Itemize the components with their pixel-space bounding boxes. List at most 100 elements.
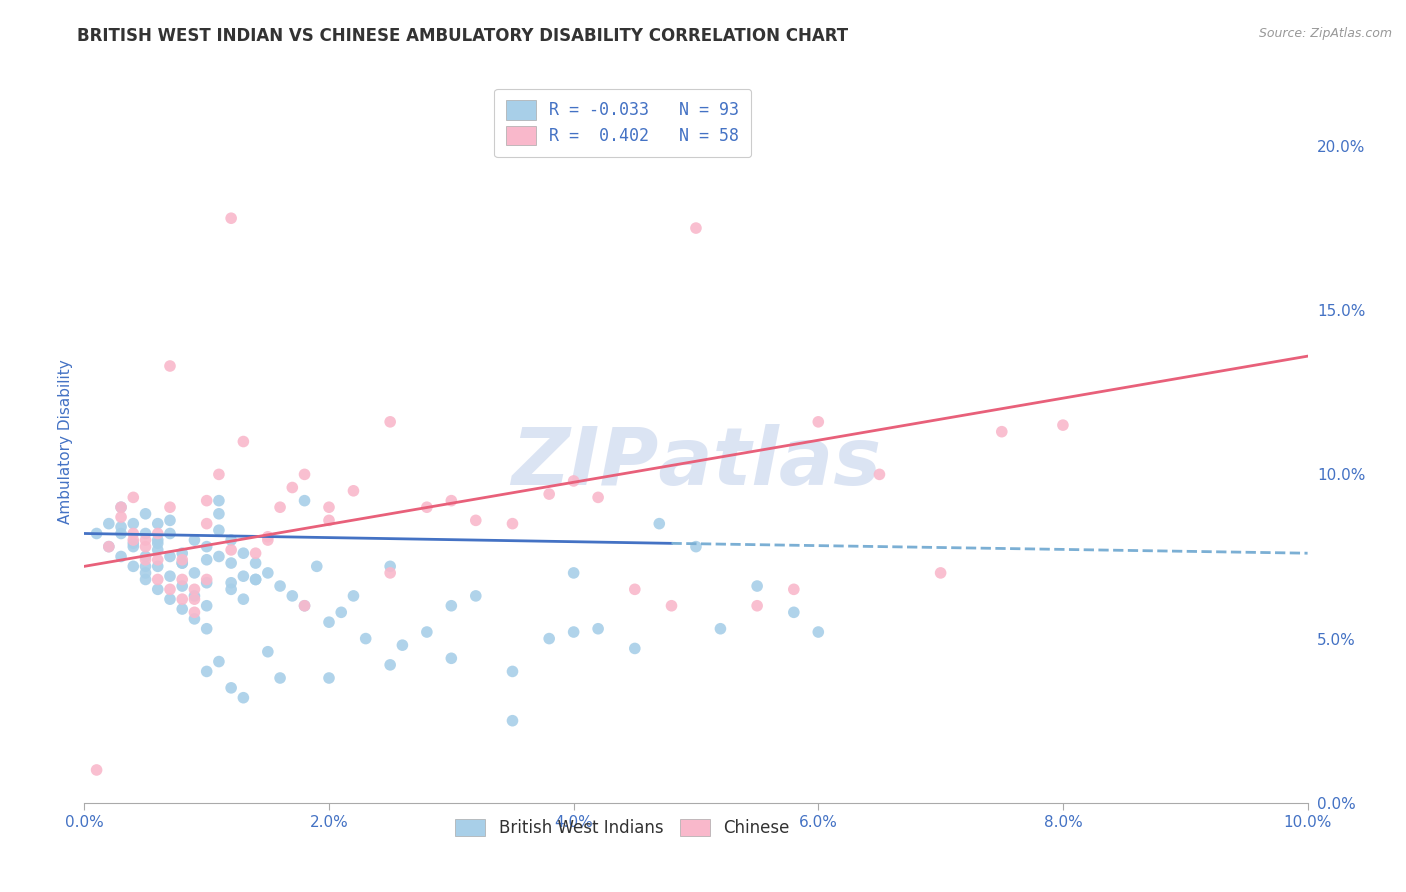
Point <box>97 516 120 531</box>
Point <box>294 599 316 613</box>
Point <box>342 483 364 498</box>
Point <box>183 612 205 626</box>
Point <box>135 549 157 564</box>
Point <box>294 467 316 482</box>
Point <box>440 651 463 665</box>
Point <box>464 589 486 603</box>
Point <box>159 513 181 527</box>
Point <box>183 533 205 547</box>
Point <box>146 553 169 567</box>
Point <box>195 622 218 636</box>
Point <box>135 573 157 587</box>
Point <box>146 536 169 550</box>
Point <box>86 763 108 777</box>
Point <box>159 569 181 583</box>
Point <box>183 605 205 619</box>
Point <box>232 592 254 607</box>
Point <box>110 526 132 541</box>
Point <box>232 546 254 560</box>
Point <box>208 523 231 537</box>
Point <box>783 582 806 597</box>
Point <box>219 582 242 597</box>
Point <box>122 491 145 505</box>
Point <box>183 592 205 607</box>
Point <box>807 625 830 640</box>
Point <box>110 500 132 515</box>
Point <box>232 690 254 705</box>
Point <box>342 589 364 603</box>
Point <box>219 681 242 695</box>
Point <box>122 526 145 541</box>
Point <box>208 467 231 482</box>
Point <box>380 566 402 580</box>
Point <box>586 491 609 505</box>
Point <box>502 516 524 531</box>
Point <box>391 638 413 652</box>
Point <box>195 553 218 567</box>
Point <box>122 533 145 547</box>
Legend: British West Indians, Chinese: British West Indians, Chinese <box>447 810 799 845</box>
Point <box>562 566 585 580</box>
Point <box>183 566 205 580</box>
Text: BRITISH WEST INDIAN VS CHINESE AMBULATORY DISABILITY CORRELATION CHART: BRITISH WEST INDIAN VS CHINESE AMBULATOR… <box>77 27 848 45</box>
Point <box>159 592 181 607</box>
Point <box>172 556 194 570</box>
Point <box>661 599 683 613</box>
Point <box>122 516 145 531</box>
Point <box>172 579 194 593</box>
Point <box>86 526 108 541</box>
Point <box>318 513 340 527</box>
Point <box>440 493 463 508</box>
Point <box>172 573 194 587</box>
Point <box>195 573 218 587</box>
Point <box>135 526 157 541</box>
Point <box>172 602 194 616</box>
Point <box>208 493 231 508</box>
Point <box>135 559 157 574</box>
Point <box>195 575 218 590</box>
Point <box>245 556 267 570</box>
Point <box>991 425 1014 439</box>
Point <box>464 513 486 527</box>
Point <box>122 559 145 574</box>
Point <box>208 655 231 669</box>
Point <box>135 553 157 567</box>
Point <box>318 615 340 630</box>
Point <box>172 546 194 560</box>
Point <box>562 474 585 488</box>
Point <box>380 415 402 429</box>
Point <box>219 542 242 557</box>
Point <box>232 434 254 449</box>
Point <box>380 657 402 672</box>
Point <box>269 671 291 685</box>
Point <box>245 573 267 587</box>
Point <box>219 211 242 226</box>
Point <box>318 500 340 515</box>
Point <box>257 530 280 544</box>
Point <box>685 221 707 235</box>
Point <box>122 540 145 554</box>
Point <box>183 582 205 597</box>
Point <box>208 549 231 564</box>
Point <box>146 533 169 547</box>
Point <box>195 599 218 613</box>
Point <box>159 526 181 541</box>
Point <box>294 493 316 508</box>
Point <box>416 500 439 515</box>
Point <box>97 540 120 554</box>
Point <box>219 575 242 590</box>
Point <box>110 520 132 534</box>
Text: ZIP​atlas: ZIP​atlas <box>510 425 882 502</box>
Point <box>624 582 647 597</box>
Point <box>135 507 157 521</box>
Point <box>281 589 304 603</box>
Point <box>245 573 267 587</box>
Point <box>747 579 769 593</box>
Text: Source: ZipAtlas.com: Source: ZipAtlas.com <box>1258 27 1392 40</box>
Point <box>146 559 169 574</box>
Point <box>232 569 254 583</box>
Point <box>159 500 181 515</box>
Y-axis label: Ambulatory Disability: Ambulatory Disability <box>58 359 73 524</box>
Point <box>685 540 707 554</box>
Point <box>110 510 132 524</box>
